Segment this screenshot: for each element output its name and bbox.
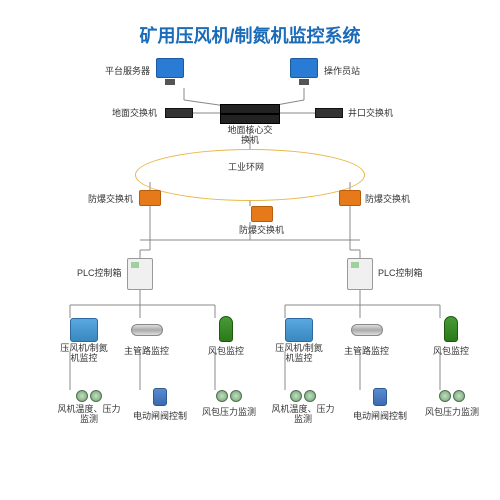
compressor-right: 压风机/制氮机监控 [271,318,327,364]
valve-2: 电动闸阀控制 [353,388,407,422]
plc-left-node [127,258,153,290]
sensor-label-1: 风机温度、压力监测 [54,405,124,425]
sensor-icon [290,390,302,402]
pipe-left-label: 主管路监控 [124,344,169,357]
switch-icon [315,108,343,118]
pipe-icon [131,324,163,336]
monitor-icon [290,58,318,78]
sensor-icon [304,390,316,402]
sensor-icon [453,390,465,402]
sensor-icon [216,390,228,402]
tank-right: 风包监控 [433,316,469,357]
diagram-title: 矿用压风机/制氮机监控系统 [0,22,500,48]
tank-icon [444,316,458,342]
tank-left-label: 风包监控 [208,344,244,357]
ex-switch-icon [139,190,161,206]
ex-switch-icon [251,206,273,222]
plc-left-label: PLC控制箱 [77,266,122,279]
port-switch-node [315,108,343,118]
plc-icon [127,258,153,290]
plc-right-label: PLC控制箱 [378,266,423,279]
ring-label: 工业环网 [228,160,264,173]
sensor-tank-1: 风包压力监测 [202,390,256,418]
pipe-icon [351,324,383,336]
core-switch-node: 地面核心交换机 [220,104,280,146]
pipe-left: 主管路监控 [124,324,169,357]
server-rack-icon [220,104,280,114]
valve-icon [153,388,167,406]
sensor-icon [439,390,451,402]
core-switch-label: 地面核心交换机 [225,126,275,146]
server-rack-icon [220,114,280,124]
port-switch-label: 井口交换机 [348,106,393,119]
ring-network-oval [135,149,365,201]
ex-switch-mid: 防爆交换机 [239,206,284,236]
stand-icon [299,79,309,85]
switch-icon [165,108,193,118]
valve-label-2: 电动闸阀控制 [353,409,407,422]
compressor-right-label: 压风机/制氮机监控 [271,344,327,364]
workstation-node [290,58,318,85]
plc-right-node [347,258,373,290]
ex-switch-left-label: 防爆交换机 [88,192,133,205]
sensor-tank-label-2: 风包压力监测 [425,405,479,418]
ex-switch-mid-label: 防爆交换机 [239,223,284,236]
sensor-temp-press-1: 风机温度、压力监测 [54,390,124,425]
tank-right-label: 风包监控 [433,344,469,357]
sensor-icon [230,390,242,402]
ex-switch-right [339,190,361,206]
compressor-icon [70,318,98,342]
server-label: 平台服务器 [105,64,150,77]
ground-switch-node [165,108,193,118]
sensor-temp-press-2: 风机温度、压力监测 [268,390,338,425]
server-node [156,58,184,85]
ex-switch-icon [339,190,361,206]
workstation-label: 操作员站 [324,64,360,77]
tank-icon [219,316,233,342]
monitor-icon [156,58,184,78]
compressor-left: 压风机/制氮机监控 [56,318,112,364]
valve-1: 电动闸阀控制 [133,388,187,422]
valve-label-1: 电动闸阀控制 [133,409,187,422]
sensor-icon [90,390,102,402]
pipe-right: 主管路监控 [344,324,389,357]
sensor-icon [76,390,88,402]
tank-left: 风包监控 [208,316,244,357]
connection-lines [0,0,500,500]
ex-switch-left [139,190,161,206]
stand-icon [165,79,175,85]
compressor-icon [285,318,313,342]
sensor-tank-label-1: 风包压力监测 [202,405,256,418]
sensor-label-2: 风机温度、压力监测 [268,405,338,425]
plc-icon [347,258,373,290]
sensor-tank-2: 风包压力监测 [425,390,479,418]
ex-switch-right-label: 防爆交换机 [365,192,410,205]
ground-switch-label: 地面交换机 [112,106,157,119]
pipe-right-label: 主管路监控 [344,344,389,357]
compressor-left-label: 压风机/制氮机监控 [56,344,112,364]
valve-icon [373,388,387,406]
